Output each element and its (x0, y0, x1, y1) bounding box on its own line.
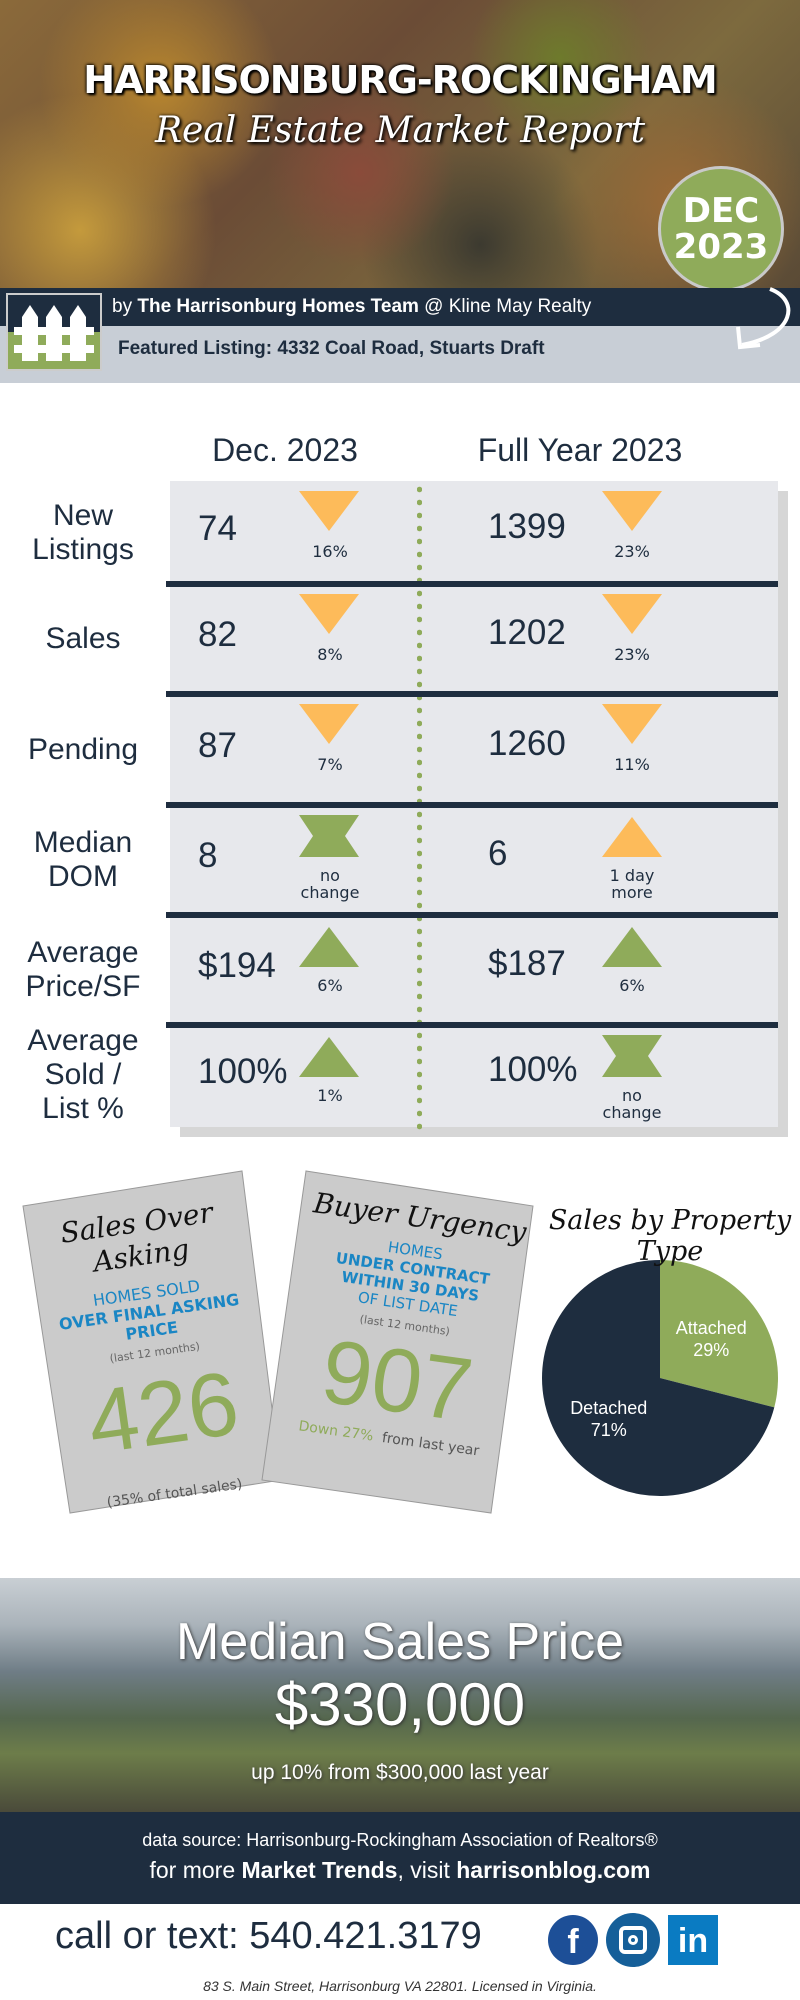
month-value: 87 (198, 725, 237, 765)
row-separator (166, 912, 778, 918)
month-change: 1% (317, 1086, 343, 1105)
pie-slice-detached (542, 1260, 775, 1496)
year-change: no change (602, 1086, 662, 1122)
median-photo (0, 1578, 800, 1812)
more-prefix: for more (149, 1857, 242, 1883)
badge-year: 2023 (673, 227, 769, 267)
pie-value-label: 71% (591, 1420, 627, 1440)
month-value: 82 (198, 615, 237, 654)
month-value: $194 (198, 946, 276, 985)
more-trends: for more Market Trends, visit harrisonbl… (0, 1857, 800, 1884)
byline-prefix: by (112, 296, 138, 317)
median-title: Median Sales Price (176, 1613, 624, 1671)
byline: by The Harrisonburg Homes Team @ Kline M… (0, 288, 800, 326)
no-change-icon (299, 815, 359, 857)
linkedin-icon[interactable]: in (668, 1915, 718, 1965)
year-change: 1 day more (609, 866, 655, 902)
address: 83 S. Main Street, Harrisonburg VA 22801… (203, 1978, 597, 1994)
year-value: 1202 (488, 613, 566, 652)
pie-slice-attached (660, 1260, 778, 1408)
fence-logo (6, 293, 102, 371)
arrow-down-icon (299, 491, 359, 531)
year-change: 11% (614, 755, 650, 774)
report-subtitle: Real Estate Market Report (154, 110, 646, 151)
arrow-down-icon (602, 594, 662, 634)
month-change: 6% (317, 976, 343, 995)
column-header-month: Dec. 2023 (212, 432, 358, 468)
instagram-icon[interactable] (606, 1913, 660, 1967)
arrow-up-icon (299, 927, 359, 967)
arrow-down-icon (299, 704, 359, 744)
year-value: 1260 (488, 723, 566, 763)
more-mid: , visit (397, 1857, 457, 1883)
row-label: Average Sold / List % (27, 1024, 139, 1125)
card1-content: Sales Over Asking HOMES SOLD OVER FINAL … (20, 1190, 289, 1517)
pie-title: Sales by Property Type (548, 1205, 792, 1267)
year-change: 23% (614, 542, 650, 561)
median-value: $330,000 (274, 1671, 526, 1738)
badge-month: DEC (682, 191, 760, 231)
pie-category-label: Attached (676, 1318, 747, 1338)
row-separator (166, 691, 778, 697)
month-change: 8% (317, 645, 343, 664)
year-change: 6% (619, 976, 645, 995)
row-label: Sales (45, 622, 121, 655)
row-separator (166, 581, 778, 587)
data-source: data source: Harrisonburg-Rockingham Ass… (142, 1830, 658, 1850)
month-change: 7% (317, 755, 343, 774)
column-header-year: Full Year 2023 (477, 432, 683, 468)
featured-listing[interactable]: Featured Listing: 4332 Coal Road, Stuart… (0, 326, 800, 383)
year-value: $187 (488, 944, 566, 983)
row-label: Average Price/SF (25, 936, 141, 1003)
row-separator (166, 1022, 778, 1028)
phone[interactable]: call or text: 540.421.3179 (55, 1915, 482, 1957)
month-value: 100% (198, 1052, 288, 1091)
card2-content: Buyer Urgency HOMES UNDER CONTRACT WITHI… (274, 1185, 536, 1463)
pie-value-label: 29% (693, 1340, 729, 1360)
arrow-down-icon (602, 491, 662, 531)
footer-band: data source: Harrisonburg-Rockingham Ass… (0, 1812, 800, 1904)
row-separator (166, 802, 778, 808)
curved-arrow-icon (736, 287, 791, 350)
arrow-down-icon (299, 594, 359, 634)
month-change: no change (300, 866, 360, 902)
more-bold: Market Trends (241, 1857, 398, 1883)
pie-category-label: Detached (570, 1398, 647, 1418)
facebook-icon[interactable]: f (548, 1915, 598, 1965)
month-change: 16% (312, 542, 348, 561)
arrow-down-icon (602, 704, 662, 744)
year-change: 23% (614, 645, 650, 664)
date-badge: DEC 2023 (658, 166, 784, 292)
arrow-up-icon (602, 927, 662, 967)
row-label: Median DOM (33, 826, 133, 893)
arrow-up-icon (299, 1037, 359, 1077)
month-value: 8 (198, 836, 218, 875)
byline-team: The Harrisonburg Homes Team (137, 296, 419, 317)
row-label: New Listings (32, 498, 134, 566)
year-value: 1399 (488, 506, 566, 546)
card-buyer-urgency (261, 1170, 534, 1514)
arrow-up-icon (602, 817, 662, 857)
row-label: Pending (27, 732, 139, 766)
month-value: 74 (198, 508, 237, 548)
report-title: HARRISONBURG-ROCKINGHAM (83, 58, 717, 102)
year-value: 100% (488, 1050, 578, 1089)
year-value: 6 (488, 834, 508, 873)
median-note: up 10% from $300,000 last year (251, 1761, 549, 1784)
site-link[interactable]: harrisonblog.com (456, 1857, 651, 1883)
no-change-icon (602, 1035, 662, 1077)
byline-suffix: @ Kline May Realty (418, 296, 592, 317)
column-divider (417, 483, 422, 1133)
